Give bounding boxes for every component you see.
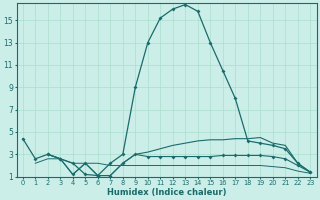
X-axis label: Humidex (Indice chaleur): Humidex (Indice chaleur) bbox=[107, 188, 226, 197]
